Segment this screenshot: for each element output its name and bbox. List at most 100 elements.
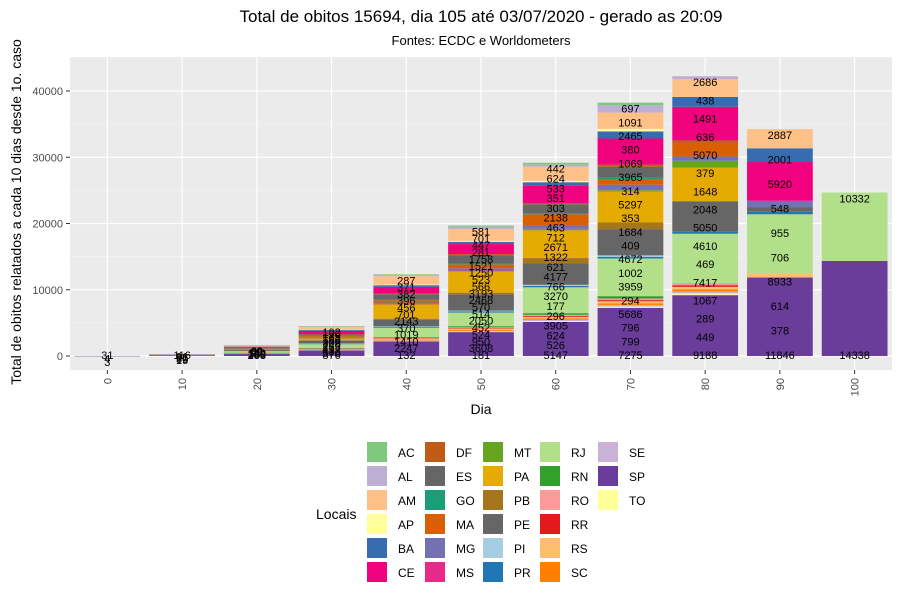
bar-segment-se-80	[672, 291, 738, 293]
legend-label-ro: RO	[571, 494, 589, 508]
data-label: 1091	[618, 117, 642, 129]
legend-label-ms: MS	[456, 566, 474, 580]
legend-swatch-rj	[540, 442, 560, 462]
legend-label-to: TO	[629, 494, 645, 508]
legend-label-pa: PA	[514, 470, 529, 484]
legend-swatch-mg	[425, 538, 445, 558]
data-label: 11846	[765, 350, 795, 362]
data-label: 5920	[768, 179, 792, 191]
y-tick-label: 30000	[32, 152, 63, 164]
legend-label-mt: MT	[514, 446, 532, 460]
legend-label-rs: RS	[571, 542, 588, 556]
legend-label-al: AL	[398, 470, 413, 484]
data-label: 2887	[768, 130, 792, 142]
data-label: 4610	[693, 241, 717, 253]
legend-label-am: AM	[398, 494, 416, 508]
y-tick-label: 0	[57, 351, 63, 363]
legend-label-ac: AC	[398, 446, 415, 460]
data-label: 9188	[693, 350, 717, 362]
legend-label-rj: RJ	[571, 446, 586, 460]
y-tick-label: 40000	[32, 86, 63, 98]
data-label: 2001	[768, 155, 792, 167]
legend-label-ap: AP	[398, 518, 414, 532]
x-tick-label: 100	[850, 378, 862, 396]
data-label: 3	[104, 357, 110, 369]
x-tick-label: 40	[401, 378, 413, 390]
data-label: 449	[696, 332, 714, 344]
legend-label-sp: SP	[629, 470, 645, 484]
x-tick-label: 0	[102, 378, 114, 384]
legend-swatch-al	[367, 466, 387, 486]
legend-swatch-pb	[483, 490, 503, 510]
x-axis-title: Dia	[470, 401, 491, 417]
legend-label-sc: SC	[571, 566, 588, 580]
data-label: 1069	[618, 158, 642, 170]
data-label: 1648	[693, 186, 717, 198]
legend-label-ma: MA	[456, 518, 474, 532]
legend-label-rn: RN	[571, 470, 588, 484]
data-label: 5297	[618, 199, 642, 211]
data-label: 314	[621, 186, 639, 198]
data-label: 614	[771, 301, 789, 313]
legend-swatch-se	[598, 442, 618, 462]
y-axis-title: Total de obitos relatados a cada 10 dias…	[8, 39, 24, 385]
legend-swatch-sc	[540, 562, 560, 582]
legend-label-pb: PB	[514, 494, 530, 508]
legend-label-pi: PI	[514, 542, 525, 556]
x-tick-label: 70	[625, 378, 637, 390]
x-tick-label: 30	[327, 378, 339, 390]
legend-label-se: SE	[629, 446, 645, 460]
legend-swatch-am	[367, 490, 387, 510]
chart-subtitle: Fontes: ECDC e Worldometers	[392, 33, 571, 48]
data-label: 636	[696, 132, 714, 144]
legend-swatch-pr	[483, 562, 503, 582]
data-label: 409	[621, 241, 639, 253]
data-label: 294	[621, 295, 639, 307]
x-tick-label: 10	[177, 378, 189, 390]
data-label: 379	[696, 168, 714, 180]
legend-swatch-ro	[540, 490, 560, 510]
data-label: 442	[547, 164, 565, 176]
data-label: 7417	[693, 277, 717, 289]
legend-swatch-rs	[540, 538, 560, 558]
data-label: 7275	[618, 350, 642, 362]
legend-swatch-ma	[425, 514, 445, 534]
data-label: 14338	[839, 350, 870, 362]
legend-swatch-sp	[598, 466, 618, 486]
data-label: 1002	[618, 268, 642, 280]
data-label: 2465	[618, 131, 642, 143]
data-label: 4672	[618, 254, 642, 266]
data-label: 289	[696, 314, 714, 326]
legend-swatch-df	[425, 442, 445, 462]
data-label: 15	[176, 355, 188, 367]
data-label: 287	[397, 275, 415, 287]
legend-swatch-ac	[367, 442, 387, 462]
data-label: 548	[771, 203, 789, 215]
x-tick-label: 90	[775, 378, 787, 390]
legend-swatch-ce	[367, 562, 387, 582]
legend-swatch-to	[598, 490, 618, 510]
data-label: 438	[696, 95, 714, 107]
legend-swatch-rn	[540, 466, 560, 486]
data-label: 1067	[693, 295, 717, 307]
data-label: 955	[771, 228, 789, 240]
x-tick-label: 80	[700, 378, 712, 390]
data-label: 2048	[693, 205, 717, 217]
legend-label-ba: BA	[398, 542, 414, 556]
data-label: 62	[251, 346, 263, 358]
legend-label-rr: RR	[571, 518, 589, 532]
legend-swatch-pa	[483, 466, 503, 486]
data-label: 469	[696, 259, 714, 271]
bar-segment-sc-80	[672, 289, 738, 291]
legend-label-df: DF	[456, 446, 472, 460]
data-label: 102	[322, 327, 340, 339]
data-label: 796	[621, 323, 639, 335]
legend-swatch-ba	[367, 538, 387, 558]
legend-label-mg: MG	[456, 542, 475, 556]
data-label: 3959	[618, 282, 642, 294]
legend-label-go: GO	[456, 494, 475, 508]
legend: Locais ACALAMAPBACEDFESGOMAMGMSMTPAPBPEP…	[316, 442, 645, 582]
data-label: 353	[621, 213, 639, 225]
data-label: 581	[472, 227, 490, 239]
